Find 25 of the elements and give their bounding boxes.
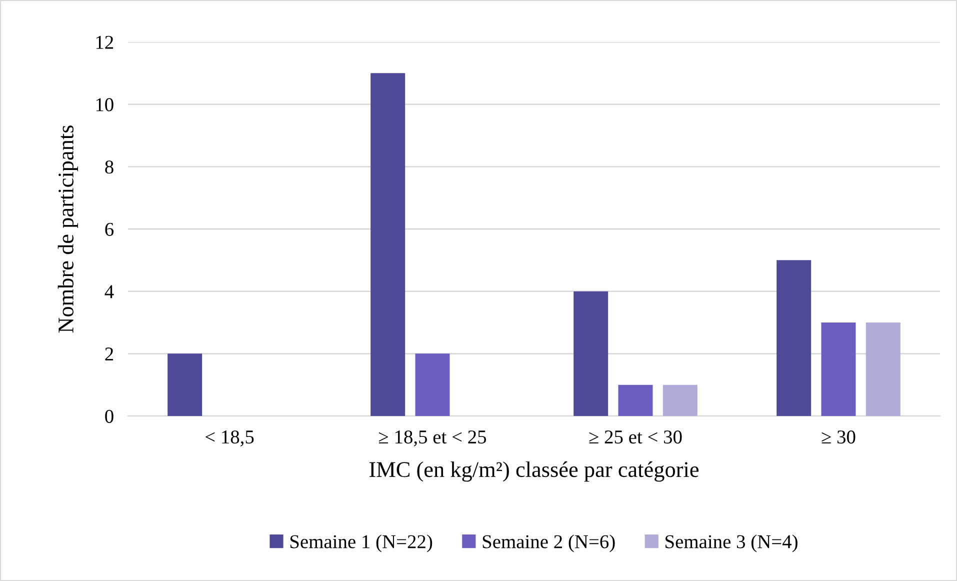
legend-label: Semaine 3 (N=4) xyxy=(666,534,798,552)
x-tick-label: ≥ 18,5 et < 25 xyxy=(379,430,486,446)
x-tick-label: ≥ 30 xyxy=(822,430,856,444)
y-tick-label: 2 xyxy=(105,348,114,360)
y-tick-label: 8 xyxy=(105,160,114,174)
x-tick-label: < 18,5 xyxy=(206,430,254,446)
legend-label: Semaine 2 (N=6) xyxy=(482,534,615,552)
y-tick-label: 6 xyxy=(105,222,114,236)
legend-label: Semaine 1 (N=22) xyxy=(290,534,432,552)
y-axis-title: Nombre de participants xyxy=(58,126,78,333)
y-tick-label: 10 xyxy=(96,98,114,112)
x-tick-label: ≥ 25 et < 30 xyxy=(589,430,682,444)
bar xyxy=(821,322,856,416)
bar xyxy=(866,322,900,416)
x-axis-title: IMC (en kg/m²) classée par catégorie xyxy=(369,461,699,482)
bar xyxy=(168,354,202,416)
bar xyxy=(618,384,653,416)
bar xyxy=(574,291,608,416)
bar xyxy=(415,354,450,416)
y-tick-label: 0 xyxy=(105,410,114,423)
bar xyxy=(370,73,406,416)
y-tick-label: 12 xyxy=(96,36,114,49)
bar xyxy=(662,384,698,416)
y-tick-label: 4 xyxy=(104,285,114,298)
bar xyxy=(776,260,812,416)
